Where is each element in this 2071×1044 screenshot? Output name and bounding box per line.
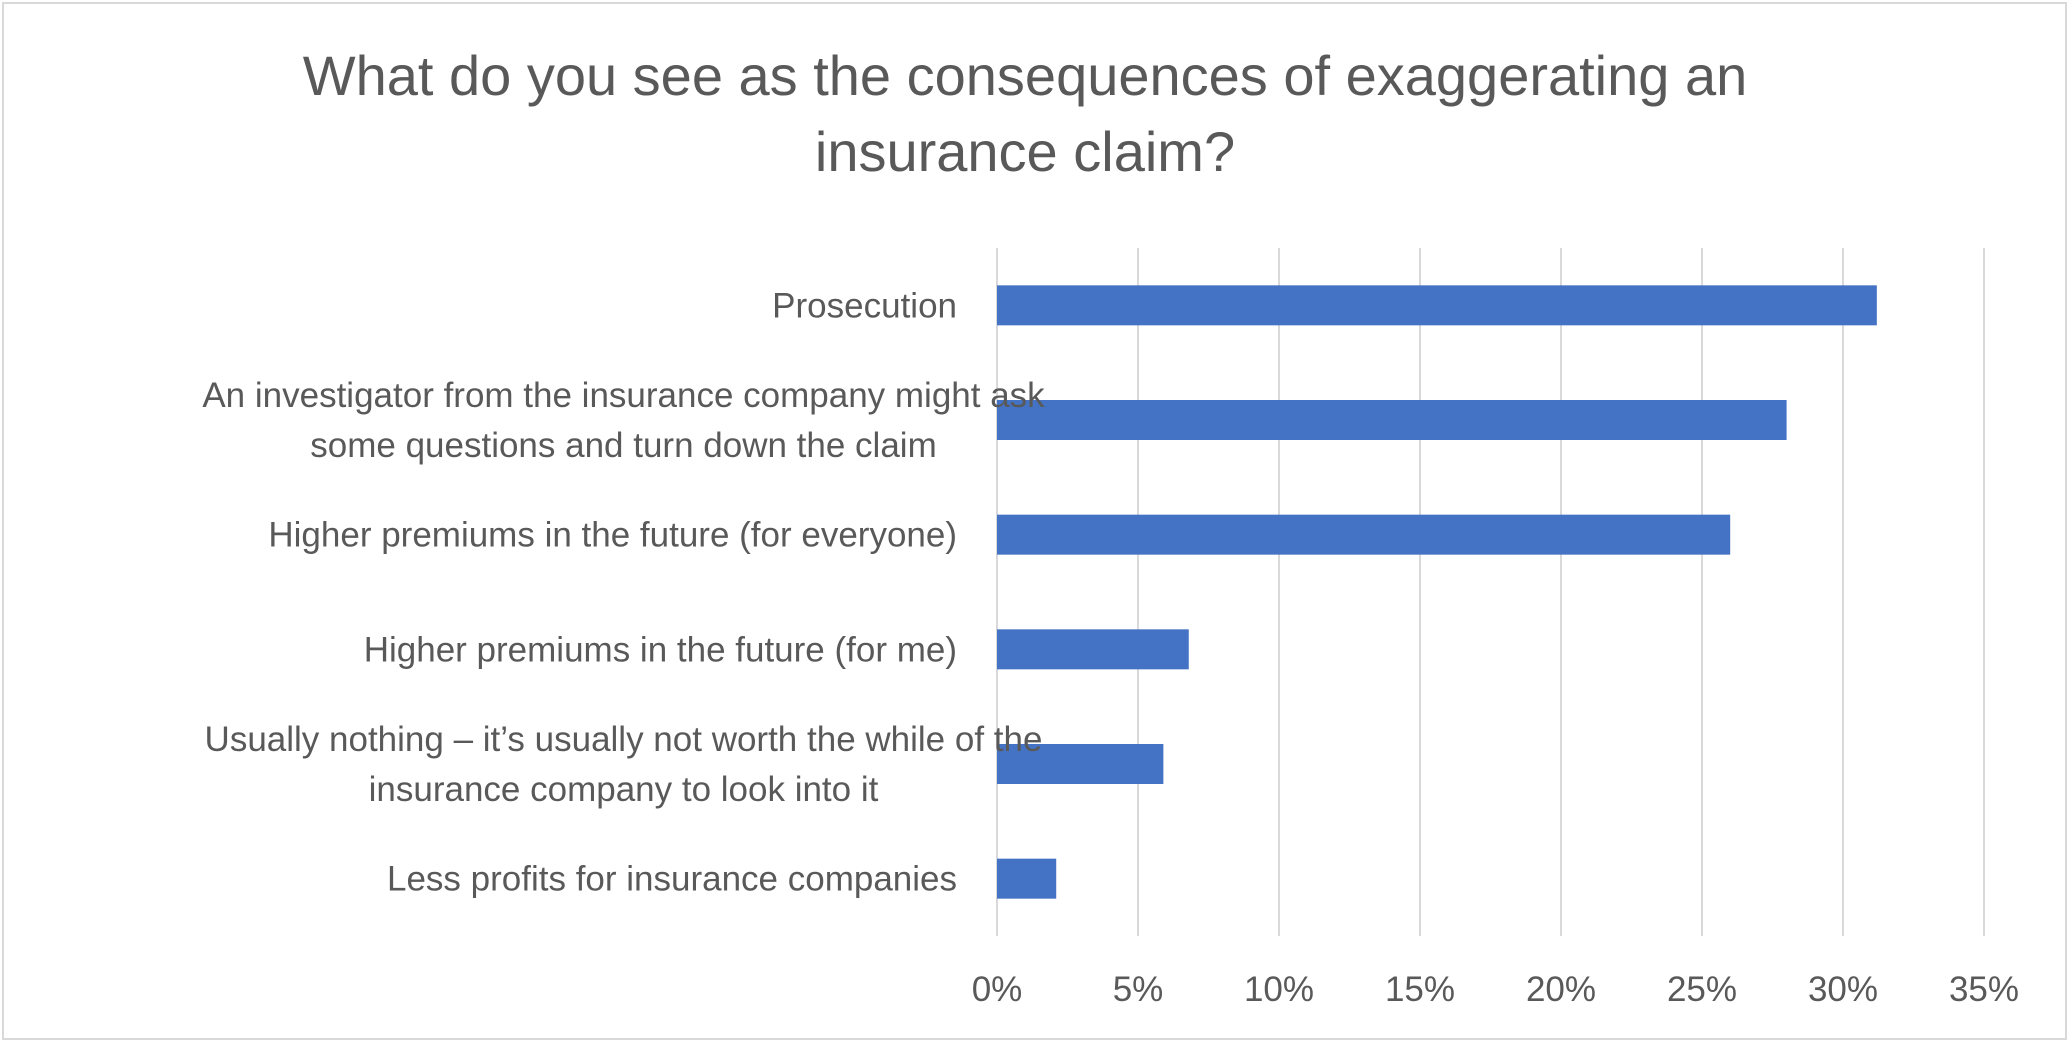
category-label: some questions and turn down the claim — [310, 426, 936, 465]
bar — [997, 514, 1731, 555]
x-tick-label: 5% — [1113, 970, 1164, 1009]
bar — [997, 858, 1057, 899]
category-label: Higher premiums in the future (for me) — [364, 630, 957, 669]
tick-labels: 0% 5% 10% 15% 20% 25% 30% 35% — [972, 970, 2019, 1009]
category-labels: Prosecution An investigator from the insu… — [202, 286, 1045, 898]
x-tick-label: 30% — [1808, 970, 1878, 1009]
x-tick-label: 0% — [972, 970, 1023, 1009]
category-label: insurance company to look into it — [369, 770, 879, 809]
category-label: An investigator from the insurance compa… — [202, 376, 1045, 415]
category-label: Usually nothing – it’s usually not worth… — [205, 720, 1043, 759]
category-label: Higher premiums in the future (for every… — [268, 516, 957, 555]
gridlines — [996, 248, 1985, 936]
x-tick-label: 35% — [1949, 970, 2019, 1009]
x-tick-label: 10% — [1244, 970, 1314, 1009]
x-tick-label: 15% — [1385, 970, 1455, 1009]
bar — [997, 744, 1164, 784]
chart-title: What do you see as the consequences of e… — [302, 44, 1748, 183]
bar — [997, 629, 1189, 670]
bars — [997, 285, 1877, 899]
bar — [997, 285, 1877, 326]
bar — [997, 400, 1787, 440]
x-tick-label: 20% — [1526, 970, 1596, 1009]
category-label: Less profits for insurance companies — [387, 860, 957, 899]
category-label: Prosecution — [772, 286, 957, 325]
x-tick-label: 25% — [1667, 970, 1737, 1009]
